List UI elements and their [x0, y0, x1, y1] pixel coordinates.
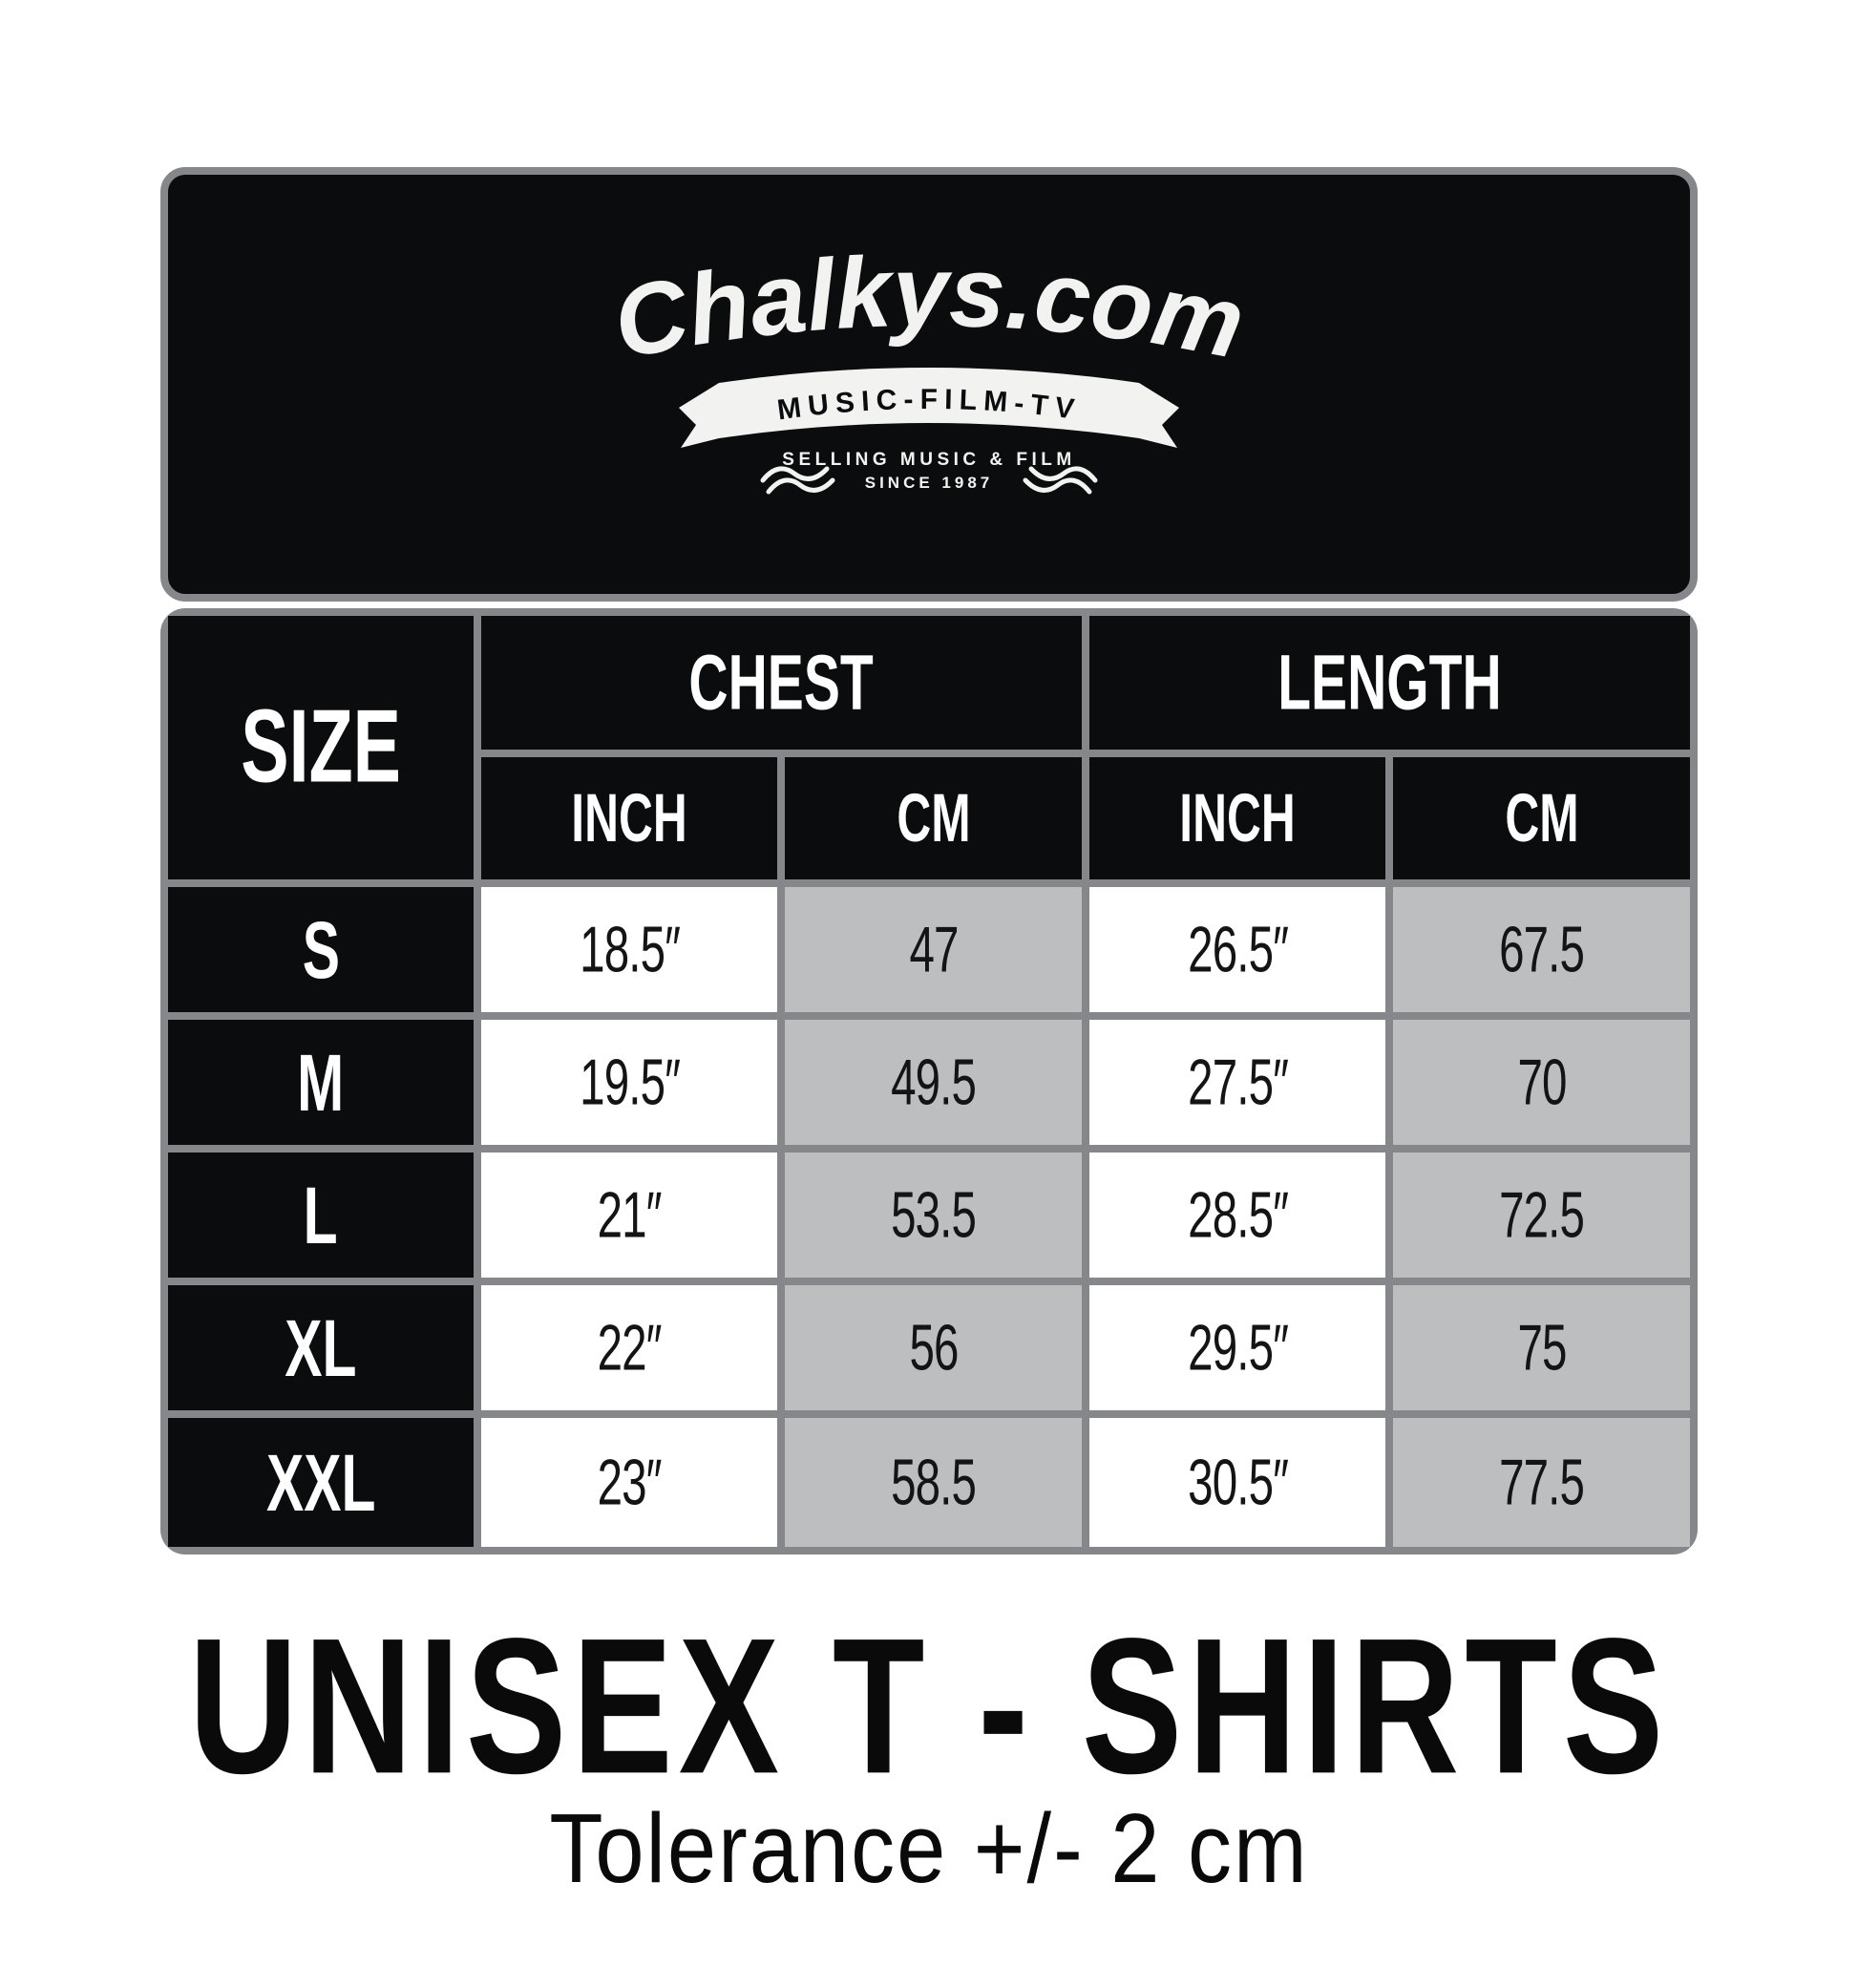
chest-column-header: CHEST: [480, 616, 1082, 750]
size-chart-table: SIZE CHEST LENGTH INCH CM INCH CM S 18.5…: [160, 608, 1698, 1554]
length-cm-subheader: CM: [1393, 757, 1690, 879]
row-l-length-cm-value: 72.5: [1499, 1179, 1585, 1251]
row-m-size-label: M: [168, 1020, 474, 1145]
row-s-length-inch-cell: 26.5″: [1088, 887, 1386, 1012]
row-l-length-inch-cell: 28.5″: [1088, 1153, 1386, 1278]
row-l-chest-inch-value: 21″: [597, 1179, 663, 1251]
length-column-header: LENGTH: [1088, 616, 1690, 750]
size-column-header-label: SIZE: [241, 689, 401, 805]
row-s-length-cm-cell: 67.5: [1393, 887, 1690, 1012]
row-m-length-inch-cell: 27.5″: [1088, 1020, 1386, 1145]
row-s-chest-inch-value: 18.5″: [579, 914, 681, 985]
row-s-length-inch-value: 26.5″: [1187, 914, 1289, 985]
row-l-chest-inch-cell: 21″: [480, 1153, 778, 1278]
row-xl-chest-inch-value: 22″: [597, 1312, 663, 1384]
squiggle-ornament-left: [760, 466, 835, 495]
row-xl-length-cm-cell: 75: [1393, 1285, 1690, 1410]
length-inch-subheader: INCH: [1088, 757, 1386, 879]
row-xl-chest-cm-cell: 56: [785, 1285, 1082, 1410]
row-l-size-label: L: [168, 1153, 474, 1278]
brand-tagline-text: SELLING MUSIC & FILM: [782, 450, 1075, 470]
row-s-chest-inch-cell: 18.5″: [480, 887, 778, 1012]
row-xxl-size-text: XXL: [265, 1436, 376, 1529]
chest-cm-subheader: CM: [785, 757, 1082, 879]
row-xxl-length-inch-value: 30.5″: [1187, 1447, 1289, 1518]
row-xl-length-inch-cell: 29.5″: [1088, 1285, 1386, 1410]
ribbon-banner: MUSIC-FILM-TV: [679, 368, 1179, 448]
row-xxl-chest-cm-value: 58.5: [891, 1447, 977, 1518]
product-title: UNISEX T - SHIRTS: [188, 1598, 1670, 1814]
length-column-header-label: LENGTH: [1277, 639, 1502, 727]
row-l-chest-cm-cell: 53.5: [785, 1153, 1082, 1278]
length-inch-subheader-label: INCH: [1179, 780, 1296, 857]
size-column-header: SIZE: [168, 616, 474, 879]
row-s-length-cm-value: 67.5: [1499, 914, 1585, 985]
row-xl-size-text: XL: [285, 1301, 357, 1394]
row-xxl-chest-inch-value: 23″: [597, 1447, 663, 1518]
chest-inch-subheader-label: INCH: [571, 780, 687, 857]
brand-name-text: Chalkys.com: [605, 236, 1253, 381]
length-cm-subheader-label: CM: [1505, 780, 1579, 857]
row-xl-length-cm-value: 75: [1517, 1312, 1567, 1384]
row-m-chest-inch-value: 19.5″: [579, 1047, 681, 1118]
row-xxl-chest-cm-cell: 58.5: [785, 1418, 1082, 1547]
row-s-size-label: S: [168, 887, 474, 1012]
row-xl-chest-inch-cell: 22″: [480, 1285, 778, 1410]
row-m-length-cm-cell: 70: [1393, 1020, 1690, 1145]
brand-since-text: SINCE 1987: [865, 474, 994, 492]
row-xl-chest-cm-value: 56: [909, 1312, 959, 1384]
row-s-size-text: S: [302, 903, 340, 996]
chest-cm-subheader-label: CM: [897, 780, 971, 857]
row-m-chest-cm-value: 49.5: [891, 1047, 977, 1118]
chest-column-header-label: CHEST: [688, 639, 875, 727]
chest-inch-subheader: INCH: [480, 757, 778, 879]
row-xxl-size-label: XXL: [168, 1418, 474, 1547]
row-s-chest-cm-cell: 47: [785, 887, 1082, 1012]
row-xxl-length-inch-cell: 30.5″: [1088, 1418, 1386, 1547]
row-xxl-length-cm-value: 77.5: [1499, 1447, 1585, 1518]
row-m-length-cm-value: 70: [1517, 1047, 1567, 1118]
row-m-length-inch-value: 27.5″: [1187, 1047, 1289, 1118]
row-m-chest-cm-cell: 49.5: [785, 1020, 1082, 1145]
row-l-length-inch-value: 28.5″: [1187, 1179, 1289, 1251]
brand-header-panel: Chalkys.com MUSIC-FILM-TV SELLING MUSIC …: [160, 167, 1698, 602]
row-xl-size-label: XL: [168, 1285, 474, 1410]
row-l-size-text: L: [303, 1169, 338, 1261]
row-m-size-text: M: [297, 1036, 345, 1129]
row-xxl-chest-inch-cell: 23″: [480, 1418, 778, 1547]
row-xxl-length-cm-cell: 77.5: [1393, 1418, 1690, 1547]
row-m-chest-inch-cell: 19.5″: [480, 1020, 778, 1145]
row-s-chest-cm-value: 47: [909, 914, 959, 985]
chalkys-logo: Chalkys.com MUSIC-FILM-TV SELLING MUSIC …: [605, 236, 1253, 495]
row-l-length-cm-cell: 72.5: [1393, 1153, 1690, 1278]
row-xl-length-inch-value: 29.5″: [1187, 1312, 1289, 1384]
squiggle-ornament-right: [1023, 466, 1098, 495]
tolerance-note: Tolerance +/- 2 cm: [549, 1794, 1309, 1904]
row-l-chest-cm-value: 53.5: [891, 1179, 977, 1251]
